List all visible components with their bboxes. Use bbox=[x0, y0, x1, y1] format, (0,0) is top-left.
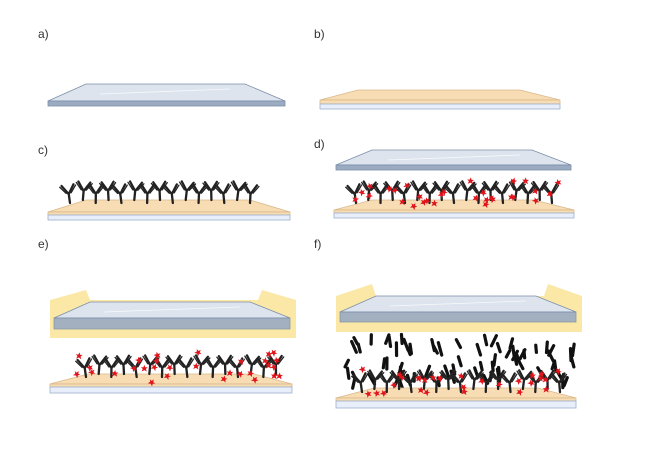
rod bbox=[352, 336, 359, 346]
rod bbox=[478, 360, 484, 372]
rod bbox=[367, 372, 377, 386]
panel-label-b: b) bbox=[314, 27, 325, 41]
rod bbox=[443, 364, 451, 380]
rod bbox=[511, 344, 516, 359]
rod bbox=[552, 359, 558, 373]
panel-label-c: c) bbox=[38, 143, 48, 157]
substrate-c bbox=[47, 199, 291, 221]
rod bbox=[399, 332, 404, 346]
rod bbox=[475, 342, 483, 357]
rod bbox=[508, 337, 515, 350]
antigen bbox=[140, 364, 148, 372]
glass-slide-e bbox=[53, 301, 291, 330]
substrate-f bbox=[335, 387, 577, 409]
antibody bbox=[113, 354, 134, 376]
rod bbox=[424, 364, 432, 378]
rod bbox=[356, 342, 362, 354]
panel-e: e) bbox=[38, 237, 296, 394]
antibody bbox=[98, 180, 118, 202]
rod bbox=[387, 335, 393, 349]
rod bbox=[570, 342, 576, 358]
antibody bbox=[201, 180, 221, 202]
rod bbox=[397, 361, 404, 376]
rod bbox=[504, 348, 512, 359]
glass-slide-a bbox=[47, 83, 286, 107]
panel-a: a) bbox=[38, 27, 286, 107]
rod bbox=[489, 334, 498, 348]
panel-label-f: f) bbox=[314, 237, 321, 251]
antibody bbox=[215, 354, 235, 376]
rod bbox=[343, 358, 350, 369]
rod bbox=[522, 349, 527, 360]
substrate-d bbox=[333, 199, 575, 219]
rod bbox=[454, 338, 463, 350]
panel-label-d: d) bbox=[314, 137, 325, 151]
rod bbox=[544, 340, 549, 355]
rod bbox=[562, 376, 569, 388]
panel-c: c) bbox=[38, 143, 291, 221]
glass-slide-d bbox=[335, 149, 572, 171]
rod bbox=[546, 349, 556, 364]
rod bbox=[495, 341, 502, 354]
rod bbox=[515, 353, 521, 364]
rod bbox=[534, 343, 538, 354]
rod bbox=[436, 341, 444, 357]
rod bbox=[384, 333, 391, 345]
rod bbox=[482, 333, 489, 347]
rod bbox=[345, 366, 351, 380]
panel-f: f) bbox=[314, 237, 582, 409]
panel-d: d) bbox=[314, 137, 575, 219]
antigen bbox=[75, 351, 83, 360]
panel-label-a: a) bbox=[38, 27, 49, 41]
rod bbox=[431, 344, 439, 355]
rod bbox=[492, 353, 497, 367]
antibody bbox=[150, 180, 170, 202]
rod bbox=[350, 339, 358, 354]
rod bbox=[456, 355, 463, 368]
rod bbox=[490, 360, 495, 373]
glass-slide-f bbox=[339, 295, 577, 323]
rod bbox=[569, 355, 576, 369]
panel-b: b) bbox=[314, 27, 561, 110]
antibody bbox=[58, 182, 80, 206]
panel-label-e: e) bbox=[38, 237, 49, 251]
rod bbox=[408, 342, 414, 356]
substrate-b bbox=[319, 89, 561, 110]
rod bbox=[402, 337, 410, 352]
rod bbox=[381, 357, 387, 370]
